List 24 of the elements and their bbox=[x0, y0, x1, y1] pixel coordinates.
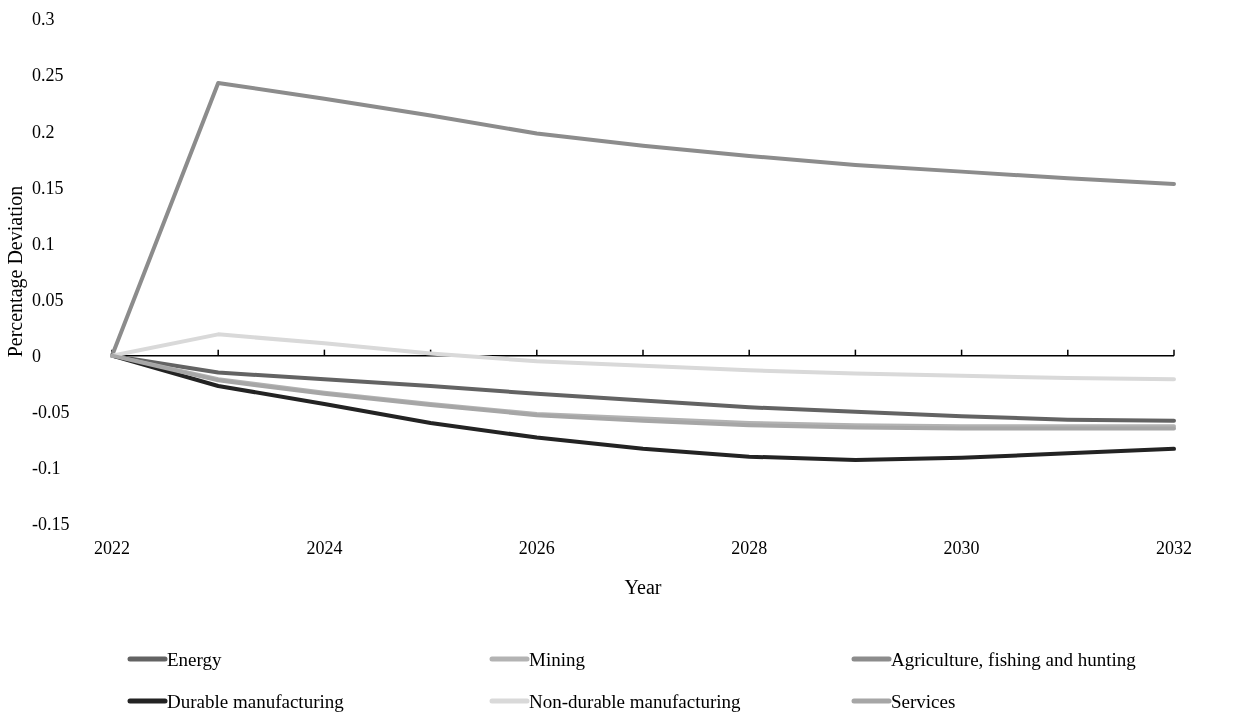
legend-label: Durable manufacturing bbox=[167, 690, 345, 712]
y-tick-label: 0.05 bbox=[32, 289, 64, 310]
legend-label: Energy bbox=[167, 648, 223, 670]
y-tick-label: 0.3 bbox=[32, 9, 55, 30]
x-tick-label: 2022 bbox=[94, 538, 130, 558]
x-tick-label: 2024 bbox=[306, 538, 343, 558]
x-tick-label: 2026 bbox=[518, 538, 555, 558]
legend-label: Mining bbox=[529, 648, 586, 670]
legend-label: Services bbox=[891, 690, 956, 712]
y-tick-label: 0.1 bbox=[32, 233, 55, 254]
legend-label: Agriculture, fishing and hunting bbox=[891, 648, 1137, 670]
y-tick-label: -0.05 bbox=[32, 402, 70, 423]
y-tick-label: 0 bbox=[32, 345, 41, 366]
y-tick-label: 0.15 bbox=[32, 177, 64, 198]
x-tick-label: 2032 bbox=[1156, 538, 1192, 558]
x-axis-title: Year bbox=[624, 576, 662, 598]
y-axis-title: Percentage Deviation bbox=[4, 185, 27, 358]
y-tick-label: -0.1 bbox=[32, 458, 61, 479]
legend-label: Non-durable manufacturing bbox=[529, 690, 742, 712]
y-tick-label: 0.2 bbox=[32, 121, 55, 142]
y-tick-label: -0.15 bbox=[32, 514, 70, 535]
x-tick-label: 2028 bbox=[731, 538, 768, 558]
x-tick-label: 2030 bbox=[943, 538, 980, 558]
y-tick-label: 0.25 bbox=[32, 65, 64, 86]
